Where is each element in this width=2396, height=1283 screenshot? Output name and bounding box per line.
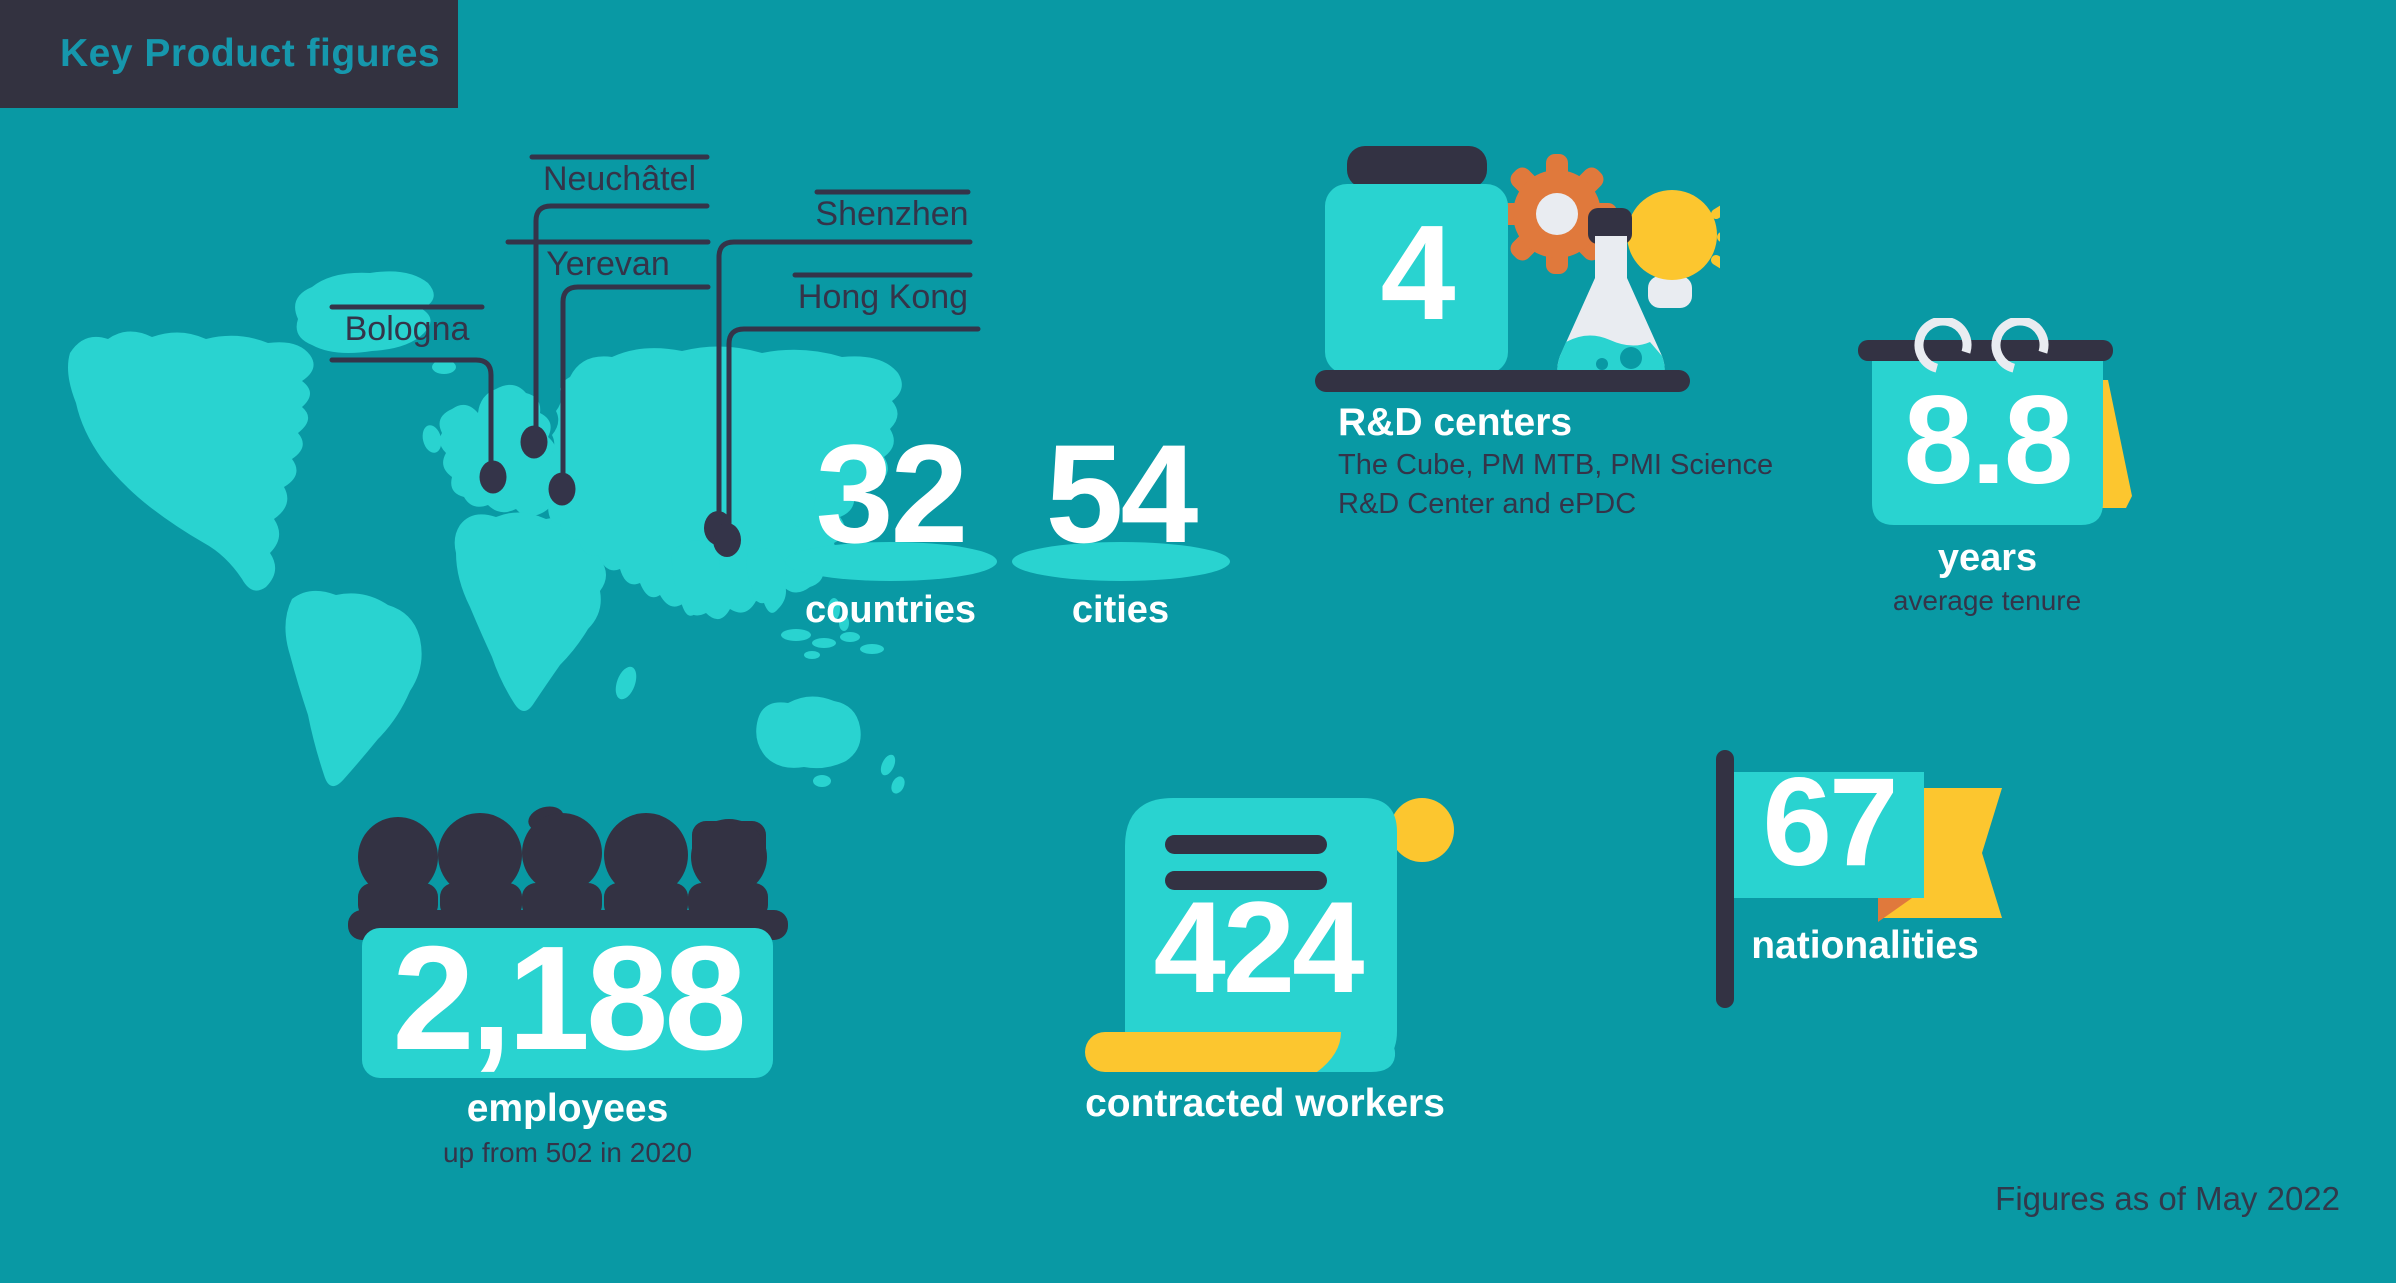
flag-panel-teal bbox=[1734, 772, 1924, 898]
tenure-sub: average tenure bbox=[1892, 585, 2082, 616]
bologna-connector bbox=[329, 357, 494, 466]
hongkong-connector bbox=[726, 326, 981, 527]
nationalities-label: nationalities bbox=[1751, 924, 1979, 967]
rd-centers-icon bbox=[1315, 146, 1720, 392]
person-head bbox=[438, 813, 522, 897]
scroll-page bbox=[1125, 798, 1397, 1067]
hongkong-dot bbox=[713, 523, 741, 557]
madagascar bbox=[615, 666, 637, 700]
rd-centers-label: R&D centers bbox=[1338, 401, 1573, 444]
south-america bbox=[285, 590, 422, 787]
shelf-bar bbox=[1315, 370, 1690, 392]
flag-icon bbox=[1716, 750, 2002, 1008]
employees-value: 2,188 bbox=[392, 916, 746, 1081]
rd-centers-value: 4 bbox=[1380, 197, 1455, 348]
britain bbox=[422, 425, 442, 453]
location-dots bbox=[479, 425, 741, 557]
city-label-shenzhen: Shenzhen bbox=[815, 195, 969, 233]
gear-icon bbox=[1497, 154, 1617, 274]
tenure-value: 8.8 bbox=[1903, 371, 2074, 510]
city-label-bologna: Bologna bbox=[344, 310, 470, 348]
city-label-neuchatel: Neuchâtel bbox=[542, 160, 697, 198]
yerevan-connector bbox=[560, 284, 711, 478]
scroll-text-line bbox=[1165, 871, 1327, 890]
new-zealand bbox=[880, 754, 896, 776]
tasmania bbox=[813, 775, 831, 787]
page-title: Key Product figures bbox=[60, 32, 441, 75]
calendar-back-page bbox=[2098, 380, 2132, 508]
title-box: Key Product figures bbox=[0, 0, 458, 108]
flag-fold-orange bbox=[1878, 898, 1912, 922]
neuchatel-connector bbox=[533, 203, 710, 432]
city-label-yerevan: Yerevan bbox=[546, 245, 670, 283]
countries-value: 32 bbox=[815, 415, 969, 572]
employees-label: employees bbox=[466, 1087, 669, 1130]
greenland bbox=[295, 271, 434, 353]
contracted-workers-label: contracted workers bbox=[1085, 1082, 1445, 1125]
rd-centers-sub-line2: R&D Center and ePDC bbox=[1338, 488, 1637, 520]
footer-note: Figures as of May 2022 bbox=[1995, 1180, 2340, 1217]
india bbox=[671, 540, 720, 616]
africa bbox=[454, 512, 606, 711]
yerevan-dot bbox=[548, 472, 576, 506]
lightbulb-rays bbox=[1711, 205, 1720, 269]
europe bbox=[439, 384, 558, 517]
cities-value: 54 bbox=[1045, 415, 1199, 572]
scroll-bottom-roll bbox=[1085, 1032, 1372, 1072]
scroll-roll-top bbox=[1390, 798, 1454, 862]
indonesia-island bbox=[840, 632, 860, 642]
person-head bbox=[358, 817, 438, 897]
scroll-curl bbox=[1317, 1031, 1396, 1072]
calendar-top-bar bbox=[1858, 340, 2113, 361]
scroll-icon bbox=[1085, 798, 1454, 1072]
japan bbox=[790, 481, 816, 527]
person-head bbox=[522, 813, 602, 893]
countries-label: countries bbox=[804, 589, 977, 631]
flag-pole bbox=[1716, 750, 1734, 1008]
neuchatel-dot bbox=[520, 425, 548, 459]
scroll-text-line bbox=[1165, 835, 1327, 854]
calendar-rings bbox=[1914, 318, 2049, 374]
indonesia-island bbox=[812, 638, 836, 648]
indonesia-island bbox=[781, 629, 811, 641]
australia bbox=[756, 696, 861, 769]
city-label-hong-kong: Hong Kong bbox=[797, 278, 969, 316]
person-head bbox=[604, 813, 688, 897]
cities-label: cities bbox=[1071, 589, 1170, 631]
rd-centers-sub-line1: The Cube, PM MTB, PMI Science bbox=[1338, 449, 1774, 481]
calendar-icon bbox=[1858, 318, 2132, 525]
countries-ellipse bbox=[785, 542, 997, 581]
bologna-dot bbox=[479, 460, 507, 494]
nationalities-value: 67 bbox=[1762, 753, 1898, 892]
jar-icon bbox=[1325, 146, 1508, 374]
tenure-label: years bbox=[1937, 537, 2038, 579]
lightbulb-icon bbox=[1627, 190, 1720, 308]
callout-strokes bbox=[329, 154, 981, 527]
indonesia-island bbox=[860, 644, 884, 654]
new-zealand bbox=[891, 776, 905, 794]
employees-sub: up from 502 in 2020 bbox=[442, 1137, 693, 1168]
indonesia-island bbox=[804, 651, 820, 659]
north-america bbox=[68, 331, 314, 591]
person-head bbox=[691, 819, 767, 895]
philippines bbox=[839, 615, 849, 631]
calendar-page bbox=[1872, 357, 2103, 525]
indochina bbox=[746, 548, 786, 613]
employees-box bbox=[362, 928, 773, 1078]
contracted-workers-value: 424 bbox=[1153, 874, 1365, 1020]
shenzhen-connector bbox=[716, 239, 973, 517]
iceland bbox=[432, 360, 456, 374]
cities-ellipse bbox=[1012, 542, 1230, 581]
philippines bbox=[828, 598, 840, 620]
